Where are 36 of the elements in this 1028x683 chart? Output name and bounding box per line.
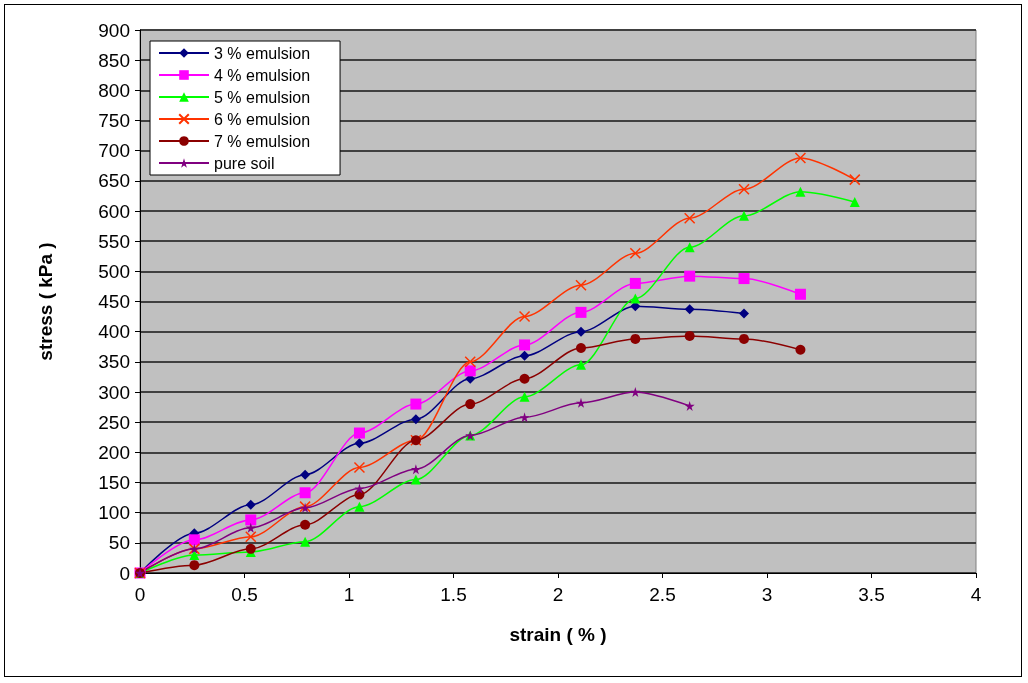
x-tick-label: 2.5	[649, 584, 676, 605]
y-tick-label: 850	[98, 49, 130, 71]
y-tick-label: 200	[98, 441, 130, 463]
y-axis-title: stress ( kPa )	[35, 242, 56, 361]
y-tick-label: 500	[98, 260, 130, 282]
y-tick-label: 150	[98, 472, 130, 493]
y-tick-label: 50	[108, 532, 130, 554]
y-tick-label: 100	[98, 502, 130, 524]
y-tick-label: 450	[98, 291, 130, 312]
y-tick-label: 650	[98, 170, 130, 192]
x-axis-title: strain ( % )	[509, 624, 607, 645]
y-tick-label: 300	[98, 381, 130, 403]
x-tick-label: 2	[552, 584, 564, 605]
y-tick-label: 600	[98, 200, 130, 222]
legend-label: 6 % emulsion	[214, 110, 311, 128]
legend-label: pure soil	[214, 154, 275, 172]
legend-label: 3 % emulsion	[214, 44, 311, 62]
legend-label: 4 % emulsion	[214, 66, 311, 84]
x-tick-label: 0	[134, 584, 146, 605]
x-tick-label: 1.5	[440, 584, 467, 605]
y-tick-label: 700	[98, 140, 130, 162]
y-tick-label: 550	[98, 230, 130, 252]
x-tick-label: 4	[970, 584, 982, 605]
y-tick-label: 900	[98, 19, 130, 41]
legend-label: 5 % emulsion	[214, 88, 311, 106]
y-tick-label: 350	[98, 351, 130, 373]
x-tick-label: 1	[343, 584, 355, 605]
x-tick-label: 0.5	[231, 584, 258, 605]
y-tick-label: 800	[98, 79, 130, 101]
x-tick-label: 3	[761, 584, 773, 605]
legend-label: 7 % emulsion	[214, 132, 311, 150]
y-tick-label: 750	[98, 110, 130, 131]
y-tick-label: 250	[98, 411, 130, 433]
y-tick-label: 0	[119, 562, 130, 584]
y-tick-label: 400	[98, 321, 130, 343]
x-tick-label: 3.5	[858, 584, 885, 605]
